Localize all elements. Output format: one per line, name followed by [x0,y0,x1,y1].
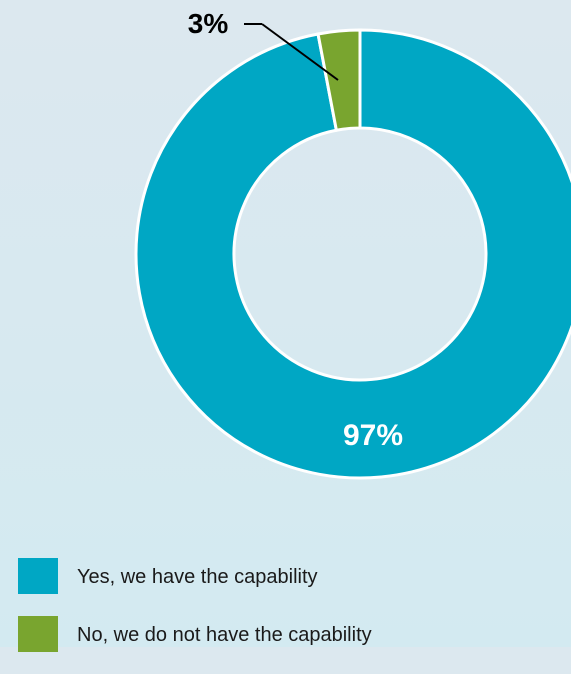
legend-swatch-yes [18,558,58,594]
slices [134,28,571,480]
legend-label-yes: Yes, we have the capability [77,566,318,588]
slice-no [316,28,362,132]
legend-label-no: No, we do not have the capability [77,624,372,646]
slice-yes [134,28,571,480]
data-label-no: 3% [188,8,229,39]
donut-chart: 3% 97% [134,8,571,480]
data-label-yes: 97% [343,419,403,452]
legend-swatch-no [18,616,58,652]
leader-line-no [261,23,339,81]
